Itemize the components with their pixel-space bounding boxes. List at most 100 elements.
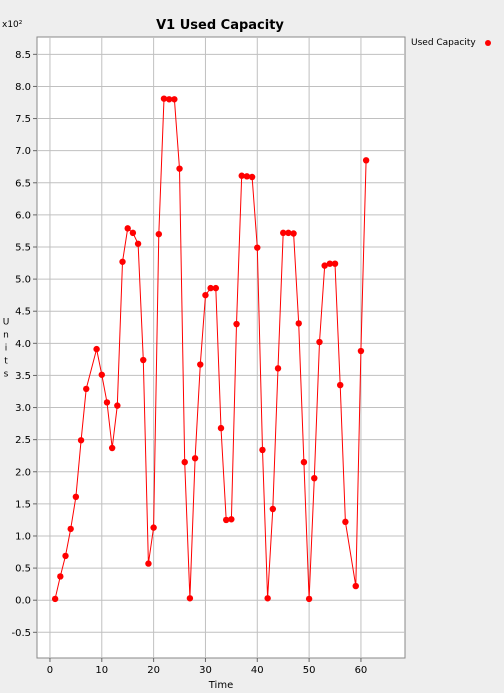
y-tick-label: 5.5 <box>15 242 31 253</box>
data-point <box>176 165 183 172</box>
data-point <box>186 595 194 602</box>
legend: Used Capacity <box>411 38 491 48</box>
y-multiplier-label: x10² <box>2 20 23 30</box>
data-point <box>316 338 323 346</box>
y-axis-label-letter: s <box>4 370 9 380</box>
data-point <box>83 385 90 393</box>
y-tick-label: 7.5 <box>15 114 31 125</box>
data-point <box>202 291 209 299</box>
data-point <box>243 173 251 180</box>
data-point <box>300 458 308 466</box>
y-tick-label: 5.0 <box>15 275 31 286</box>
data-point <box>181 458 188 466</box>
y-tick-label: 0.5 <box>15 564 31 575</box>
data-point <box>140 356 147 364</box>
y-tick-label: 2.0 <box>15 467 31 478</box>
data-point <box>254 244 261 251</box>
data-point <box>57 573 64 580</box>
legend-label: Used Capacity <box>411 38 476 48</box>
y-axis-label-letter: t <box>4 357 8 367</box>
y-tick-label: 6.0 <box>15 210 31 221</box>
x-axis: 0 10 20 30 40 50 60 <box>47 658 368 676</box>
y-tick-label: 2.5 <box>15 435 31 446</box>
data-point <box>129 229 137 237</box>
data-point <box>165 96 173 103</box>
data-point <box>222 516 230 524</box>
data-point <box>197 361 204 368</box>
data-point <box>295 320 302 327</box>
data-point <box>150 524 157 531</box>
data-point <box>155 230 163 238</box>
data-point <box>264 595 271 602</box>
data-point <box>357 347 365 355</box>
data-point <box>77 437 85 444</box>
y-axis-label-letter: n <box>3 331 9 341</box>
data-point <box>217 424 225 432</box>
data-point <box>114 402 121 409</box>
data-point <box>248 173 256 181</box>
data-point <box>62 552 69 560</box>
data-point <box>326 260 334 267</box>
y-tick-label: 1.5 <box>15 499 31 510</box>
data-point <box>352 582 359 590</box>
data-point <box>108 444 116 452</box>
data-point <box>72 493 80 501</box>
data-point <box>119 258 126 265</box>
data-point <box>171 96 178 103</box>
series-layer <box>51 95 370 603</box>
data-point <box>238 172 245 179</box>
data-point <box>212 284 220 292</box>
data-point <box>51 595 59 603</box>
data-point <box>160 95 168 102</box>
data-point <box>321 262 328 269</box>
data-point <box>311 474 318 482</box>
data-point <box>93 345 100 353</box>
data-point <box>233 320 240 328</box>
y-tick-label: 8.0 <box>15 82 31 93</box>
x-tick-label: 50 <box>303 665 316 676</box>
y-tick-label: 1.0 <box>15 531 31 542</box>
x-tick-label: 60 <box>355 665 368 676</box>
chart-title: V1 Used Capacity <box>156 18 284 33</box>
data-point <box>342 518 349 526</box>
data-point <box>67 525 74 533</box>
x-tick-label: 20 <box>147 665 160 676</box>
data-point <box>145 560 152 567</box>
data-point <box>269 505 277 513</box>
y-axis-label-letter: i <box>5 344 8 354</box>
grid-layer <box>37 37 405 658</box>
x-tick-label: 30 <box>199 665 212 676</box>
y-tick-label: 7.0 <box>15 146 31 157</box>
data-point <box>103 399 111 406</box>
data-point <box>191 455 199 462</box>
data-point <box>362 157 370 164</box>
data-point <box>274 365 282 372</box>
y-tick-label: 4.0 <box>15 339 31 350</box>
legend-marker-icon <box>484 40 491 46</box>
x-tick-label: 10 <box>95 665 108 676</box>
y-tick-label: 6.5 <box>15 178 31 189</box>
x-axis-label: Time <box>208 680 233 691</box>
data-point <box>124 225 131 232</box>
data-point <box>98 371 105 378</box>
x-tick-label: 40 <box>251 665 264 676</box>
data-point <box>285 229 292 237</box>
y-axis-label-letter: U <box>3 318 10 328</box>
data-point <box>290 230 297 237</box>
data-point <box>207 284 214 292</box>
data-point <box>305 595 313 603</box>
y-axis: -0.5 0.0 0.5 1.0 1.5 2.0 2.5 3.0 3.5 4.0 4.5 5.0 5.5… <box>11 50 37 639</box>
y-tick-label: -0.5 <box>11 628 31 639</box>
y-tick-label: 3.5 <box>15 371 31 382</box>
y-tick-label: 0.0 <box>15 596 31 607</box>
data-point <box>134 240 142 247</box>
data-point <box>331 260 339 267</box>
y-tick-label: 3.0 <box>15 403 31 414</box>
data-point <box>259 446 266 454</box>
data-point <box>228 516 235 523</box>
data-point <box>279 229 287 237</box>
data-point <box>337 381 344 389</box>
